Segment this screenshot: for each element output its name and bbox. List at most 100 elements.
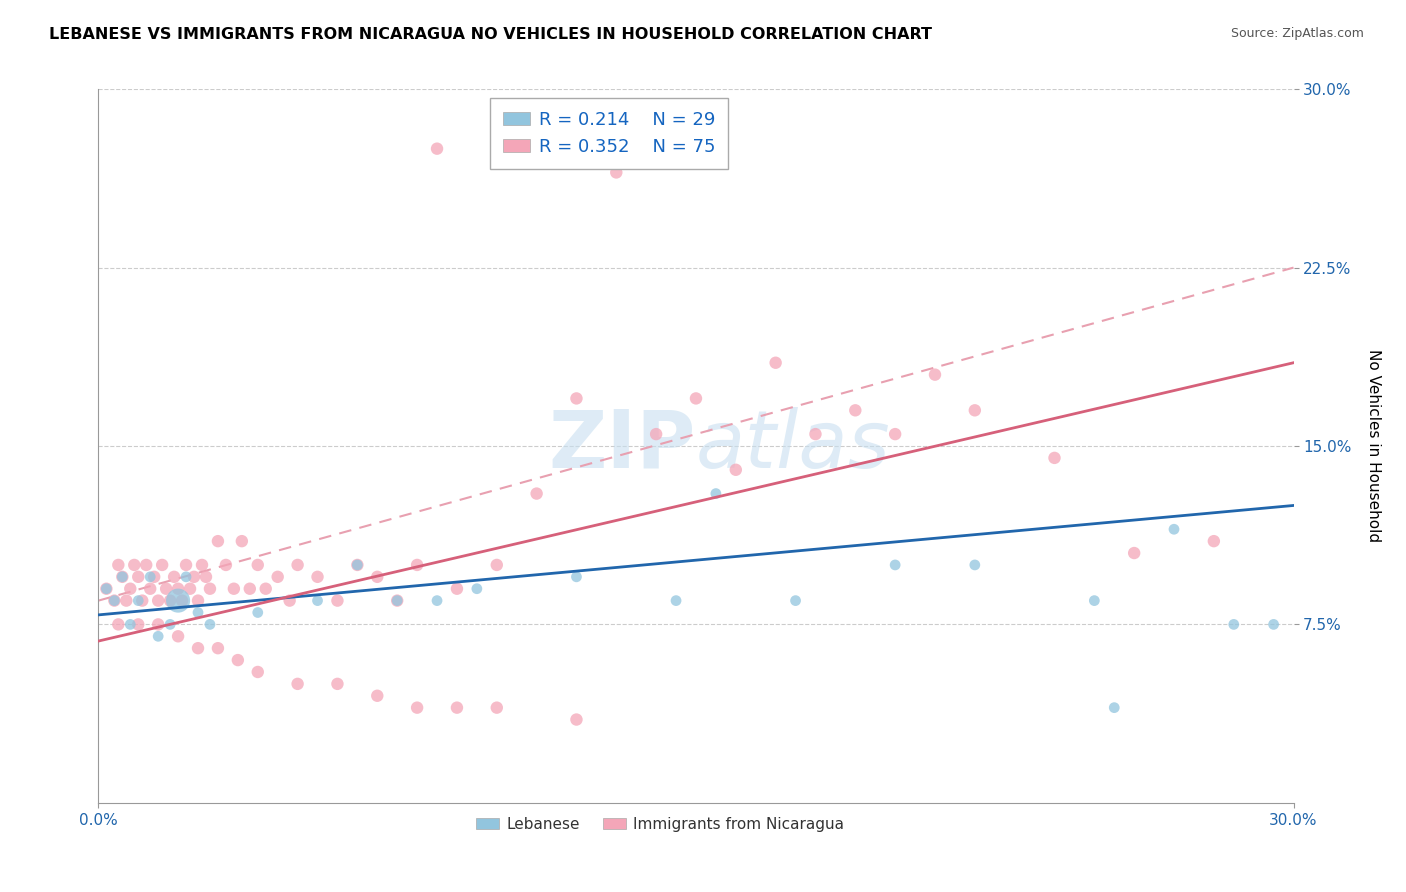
Point [195,570,218,584]
Point [167,582,190,596]
Point [207,534,229,549]
Point [565,392,588,406]
Point [1043,450,1066,465]
Legend: Lebanese, Immigrants from Nicaragua: Lebanese, Immigrants from Nicaragua [470,811,851,838]
Point [159,593,181,607]
Point [207,641,229,656]
Point [96,582,118,596]
Point [179,582,201,596]
Point [1123,546,1146,560]
Point [124,558,146,572]
Point [785,593,807,607]
Point [107,617,129,632]
Point [346,558,368,572]
Point [148,629,170,643]
Point [127,570,149,584]
Point [307,570,329,584]
Point [326,593,349,607]
Point [765,356,787,370]
Point [111,570,134,584]
Point [163,570,186,584]
Point [155,582,177,596]
Point [406,700,429,714]
Point [724,463,747,477]
Point [254,582,277,596]
Point [187,606,209,620]
Point [963,558,986,572]
Point [187,593,209,607]
Point [167,629,190,643]
Point [198,582,221,596]
Point [172,593,194,607]
Point [150,558,173,572]
Point [174,570,197,584]
Point [215,558,238,572]
Point [183,570,205,584]
Point [307,593,329,607]
Y-axis label: No Vehicles in Household: No Vehicles in Household [1365,350,1381,542]
Point [287,558,309,572]
Point [385,593,409,607]
Point [366,570,388,584]
Point [174,558,197,572]
Point [465,582,488,596]
Point [222,582,245,596]
Point [804,427,827,442]
Point [143,570,166,584]
Point [426,142,449,156]
Point [346,558,368,572]
Point [107,558,129,572]
Point [111,570,134,584]
Point [148,617,170,632]
Point [565,570,588,584]
Point [605,165,627,179]
Point [96,582,118,596]
Point [103,593,125,607]
Point [446,582,468,596]
Point [1223,617,1246,632]
Text: Source: ZipAtlas.com: Source: ZipAtlas.com [1230,27,1364,40]
Point [159,617,181,632]
Point [167,593,190,607]
Point [685,392,707,406]
Point [665,593,688,607]
Point [565,713,588,727]
Point [1104,700,1126,714]
Point [884,558,907,572]
Point [1163,522,1185,536]
Point [485,558,508,572]
Point [1083,593,1105,607]
Point [963,403,986,417]
Point [246,665,269,679]
Point [287,677,309,691]
Point [326,677,349,691]
Point [246,558,269,572]
Point [120,617,142,632]
Point [127,617,149,632]
Text: LEBANESE VS IMMIGRANTS FROM NICARAGUA NO VEHICLES IN HOUSEHOLD CORRELATION CHART: LEBANESE VS IMMIGRANTS FROM NICARAGUA NO… [49,27,932,42]
Point [191,558,214,572]
Point [645,427,668,442]
Point [246,606,269,620]
Text: atlas: atlas [696,407,891,485]
Point [267,570,290,584]
Point [278,593,301,607]
Point [446,700,468,714]
Point [226,653,249,667]
Point [844,403,866,417]
Point [148,593,170,607]
Point [1263,617,1285,632]
Point [139,582,162,596]
Point [366,689,388,703]
Point [103,593,125,607]
Point [239,582,262,596]
Point [526,486,548,500]
Point [385,593,409,607]
Point [884,427,907,442]
Point [139,570,162,584]
Point [426,593,449,607]
Point [924,368,946,382]
Point [115,593,138,607]
Point [485,700,508,714]
Point [187,641,209,656]
